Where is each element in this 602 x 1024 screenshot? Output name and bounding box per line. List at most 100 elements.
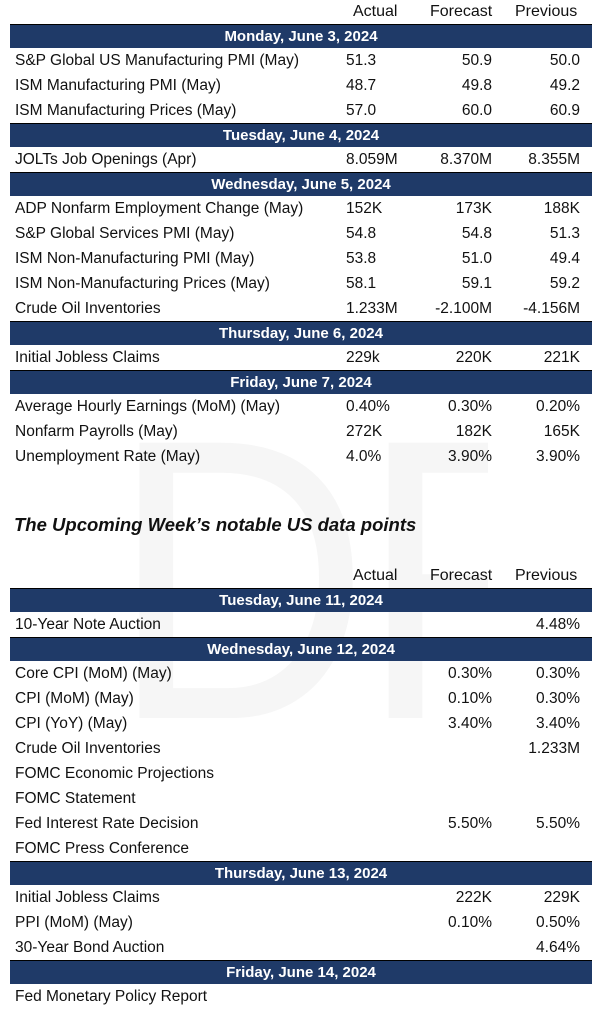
indicator-label: Unemployment Rate (May) <box>15 448 201 465</box>
past-week-table: Actual Forecast Previous Monday, June 3,… <box>10 0 592 469</box>
actual-value: 272K <box>346 423 383 440</box>
actual-value: 48.7 <box>346 77 377 94</box>
previous-value: 165K <box>543 423 580 440</box>
upcoming-column-header-actual: Actual <box>353 567 398 584</box>
table-row: Initial Jobless Claims 222K 229K <box>10 885 592 910</box>
previous-value: 229K <box>543 889 580 906</box>
day-header: Friday, June 14, 2024 <box>10 960 592 984</box>
day-header: Wednesday, June 5, 2024 <box>10 172 592 196</box>
indicator-label: ISM Manufacturing Prices (May) <box>15 102 237 119</box>
forecast-value: 60.0 <box>461 102 492 119</box>
actual-value: 57.0 <box>346 102 377 119</box>
previous-value: 59.2 <box>549 275 580 292</box>
table-row: ADP Nonfarm Employment Change (May) 152K 1… <box>10 196 592 221</box>
forecast-value: 3.40% <box>448 715 492 732</box>
indicator-label: ISM Non-Manufacturing Prices (May) <box>15 275 270 292</box>
table-row: FOMC Statement <box>10 786 592 811</box>
forecast-value: 49.8 <box>461 77 492 94</box>
upcoming-week-body: Tuesday, June 11, 2024 10-Year Note Aucti… <box>10 588 592 1009</box>
indicator-label: Fed Monetary Policy Report <box>15 988 208 1005</box>
previous-value: 8.355M <box>528 151 580 168</box>
table-row: Crude Oil Inventories 1.233M -2.100M -4.156… <box>10 296 592 321</box>
table-row: ISM Non-Manufacturing PMI (May) 53.8 51.0 4… <box>10 246 592 271</box>
actual-value: 229k <box>346 349 380 366</box>
table-row: CPI (YoY) (May) 3.40% 3.40% <box>10 711 592 736</box>
column-header-previous: Previous <box>515 3 578 20</box>
table-row: Nonfarm Payrolls (May) 272K 182K 165K <box>10 419 592 444</box>
forecast-value: 0.10% <box>448 914 492 931</box>
indicator-label: ADP Nonfarm Employment Change (May) <box>15 200 304 217</box>
table-row: FOMC Economic Projections <box>10 761 592 786</box>
indicator-label: FOMC Statement <box>15 790 136 807</box>
indicator-label: CPI (MoM) (May) <box>15 690 134 707</box>
upcoming-column-headers: Actual Forecast Previous <box>10 564 592 588</box>
forecast-value: 59.1 <box>461 275 492 292</box>
table-row: ISM Manufacturing Prices (May) 57.0 60.0 60… <box>10 98 592 123</box>
previous-value: 3.90% <box>536 448 580 465</box>
indicator-label: ISM Non-Manufacturing PMI (May) <box>15 250 255 267</box>
table-row: Initial Jobless Claims 229k 220K 221K <box>10 345 592 370</box>
actual-value: 8.059M <box>346 151 398 168</box>
table-row: Crude Oil Inventories 1.233M <box>10 736 592 761</box>
table-row: JOLTs Job Openings (Apr) 8.059M 8.370M 8.35… <box>10 147 592 172</box>
forecast-value: 8.370M <box>440 151 492 168</box>
forecast-value: 220K <box>455 349 492 366</box>
actual-value: 58.1 <box>346 275 377 292</box>
previous-value: 3.40% <box>536 715 580 732</box>
indicator-label: Fed Interest Rate Decision <box>15 815 199 832</box>
table-row: ISM Manufacturing PMI (May) 48.7 49.8 49.2 <box>10 73 592 98</box>
day-header: Thursday, June 13, 2024 <box>10 861 592 885</box>
day-header: Friday, June 7, 2024 <box>10 370 592 394</box>
actual-value: 152K <box>346 200 383 217</box>
forecast-value: 0.30% <box>448 665 492 682</box>
table-row: S&P Global Services PMI (May) 54.8 54.8 51.… <box>10 221 592 246</box>
day-header: Tuesday, June 11, 2024 <box>10 588 592 612</box>
table-row: PPI (MoM) (May) 0.10% 0.50% <box>10 910 592 935</box>
forecast-value: 182K <box>455 423 492 440</box>
indicator-label: Crude Oil Inventories <box>15 300 161 317</box>
upcoming-week-table: Actual Forecast Previous Tuesday, June 1… <box>10 564 592 1009</box>
indicator-label: 30-Year Bond Auction <box>15 939 165 956</box>
previous-value: 221K <box>543 349 580 366</box>
table-row: CPI (MoM) (May) 0.10% 0.30% <box>10 686 592 711</box>
actual-value: 1.233M <box>346 300 398 317</box>
table-row: Fed Monetary Policy Report <box>10 984 592 1009</box>
indicator-label: S&P Global Services PMI (May) <box>15 225 235 242</box>
upcoming-column-header-previous: Previous <box>515 567 578 584</box>
day-header: Monday, June 3, 2024 <box>10 24 592 48</box>
day-header: Wednesday, June 12, 2024 <box>10 637 592 661</box>
column-header-actual: Actual <box>353 3 398 20</box>
forecast-value: 173K <box>455 200 492 217</box>
table-row: ISM Non-Manufacturing Prices (May) 58.1 59… <box>10 271 592 296</box>
previous-value: 0.50% <box>536 914 580 931</box>
forecast-value: 50.9 <box>461 52 492 69</box>
indicator-label: Average Hourly Earnings (MoM) (May) <box>15 398 281 415</box>
actual-value: 53.8 <box>346 250 377 267</box>
indicator-label: FOMC Economic Projections <box>15 765 214 782</box>
forecast-value: 222K <box>455 889 492 906</box>
previous-value: -4.156M <box>523 300 580 317</box>
indicator-label: CPI (YoY) (May) <box>15 715 128 732</box>
previous-value: 4.48% <box>536 616 580 633</box>
previous-value: 4.64% <box>536 939 580 956</box>
table-row: FOMC Press Conference <box>10 836 592 861</box>
table-row: S&P Global US Manufacturing PMI (May) 51.… <box>10 48 592 73</box>
previous-value: 5.50% <box>536 815 580 832</box>
table-row: Unemployment Rate (May) 4.0% 3.90% 3.90% <box>10 444 592 469</box>
actual-value: 51.3 <box>346 52 377 69</box>
table-row: 10-Year Note Auction 4.48% <box>10 612 592 637</box>
day-header: Tuesday, June 4, 2024 <box>10 123 592 147</box>
indicator-label: Initial Jobless Claims <box>15 349 160 366</box>
day-header: Thursday, June 6, 2024 <box>10 321 592 345</box>
past-week-body: Monday, June 3, 2024 S&P Global US Manufa… <box>10 24 592 469</box>
indicator-label: PPI (MoM) (May) <box>15 914 133 931</box>
forecast-value: 3.90% <box>448 448 492 465</box>
actual-value: 4.0% <box>346 448 382 465</box>
indicator-label: Nonfarm Payrolls (May) <box>15 423 178 440</box>
indicator-label: Core CPI (MoM) (May) <box>15 665 172 682</box>
table-row: Fed Interest Rate Decision 5.50% 5.50% <box>10 811 592 836</box>
forecast-value: -2.100M <box>435 300 492 317</box>
forecast-value: 0.10% <box>448 690 492 707</box>
indicator-label: S&P Global US Manufacturing PMI (May) <box>15 52 299 69</box>
forecast-value: 5.50% <box>448 815 492 832</box>
